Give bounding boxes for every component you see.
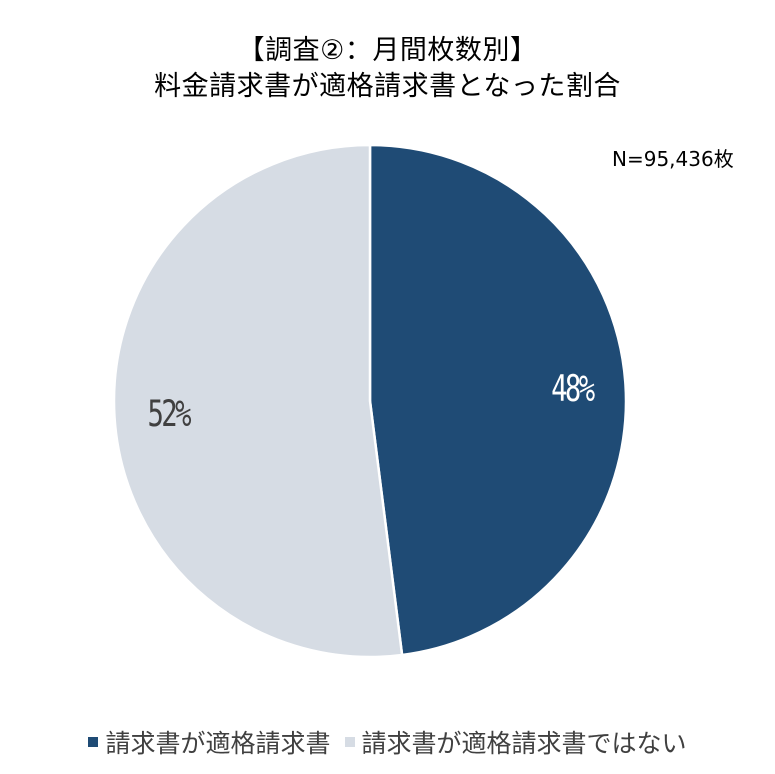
chart-title-line2: 料金請求書が適格請求書となった割合: [154, 71, 621, 102]
legend: 請求書が適格請求書 請求書が適格請求書ではない: [0, 724, 775, 760]
pie-slice-1: [368, 143, 628, 657]
pie-slice-2: [112, 143, 404, 659]
legend-label-series1: 請求書が適格請求書: [105, 729, 331, 758]
legend-label-series2: 請求書が適格請求書ではない: [361, 729, 687, 758]
legend-swatch-series1: [88, 737, 99, 747]
chart-title-line1: 【調査②：月間枚数別】: [237, 35, 538, 66]
legend-swatch-series2: [344, 737, 355, 747]
sample-size-note: N=95,436枚: [612, 147, 734, 171]
data-label-1: 48%: [551, 367, 595, 410]
data-label-2: 52%: [147, 392, 191, 435]
legend-item-series1: 請求書が適格請求書: [88, 724, 331, 760]
legend-item-series2: 請求書が適格請求書ではない: [344, 724, 687, 760]
